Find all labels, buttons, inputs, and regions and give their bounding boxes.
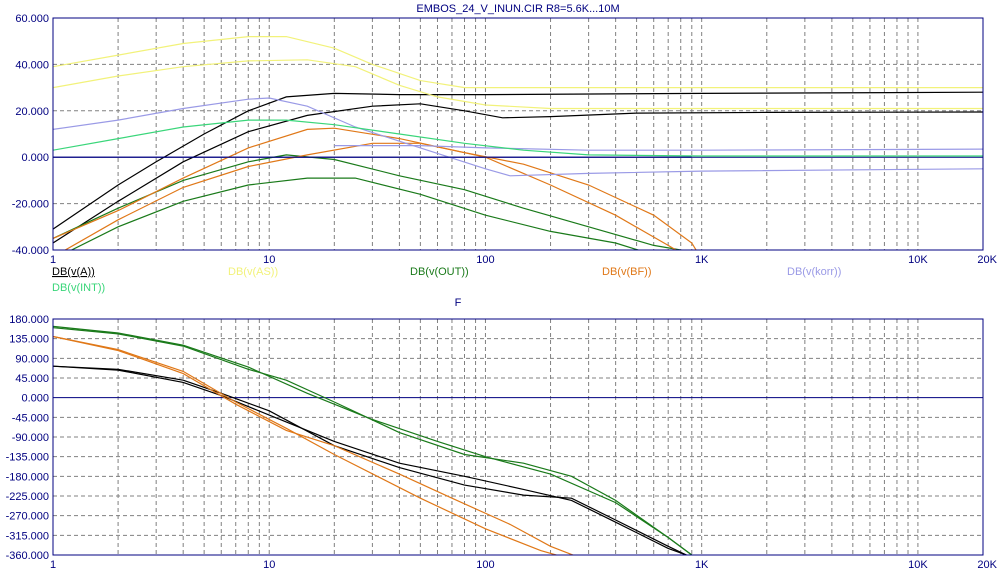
y-tick-label: -40.000 bbox=[12, 245, 49, 257]
db-v-bf--line bbox=[53, 127, 697, 250]
y-tick-label: 180.000 bbox=[9, 314, 49, 326]
legend-entry: DB(v(INT)) bbox=[52, 282, 105, 294]
series-line bbox=[334, 145, 983, 151]
series-line bbox=[53, 335, 559, 555]
phase-panel: 180.000 135.000 90.000 45.000 0.000 -45.000 -9… bbox=[6, 314, 998, 568]
x-tick-label: 1 bbox=[50, 559, 56, 568]
y-tick-label: -90.000 bbox=[12, 432, 49, 444]
x-tick-label: 10K bbox=[908, 559, 928, 568]
x-axis-label: F bbox=[455, 297, 462, 309]
series-line bbox=[53, 103, 983, 244]
series-line bbox=[53, 365, 687, 555]
x-tick-label: 10 bbox=[263, 254, 275, 266]
db-v-a--line bbox=[53, 91, 983, 230]
y-tick-label: 60.000 bbox=[15, 13, 49, 25]
legend: DB(v(A)) DB(v(AS)) DB(v(OUT)) DB(v(BF)) DB(v… bbox=[52, 266, 841, 294]
x-tick-label: 10 bbox=[263, 559, 275, 568]
y-tick-label: -360.000 bbox=[6, 550, 49, 562]
magnitude-plot-frame bbox=[52, 17, 984, 251]
y-tick-label: 0.000 bbox=[21, 152, 49, 164]
magnitude-series-group bbox=[53, 35, 983, 250]
y-tick-label: -45.000 bbox=[12, 412, 49, 424]
y-tick-label: 45.000 bbox=[15, 373, 49, 385]
series-line bbox=[53, 325, 693, 555]
legend-entry: DB(v(A)) bbox=[52, 266, 95, 278]
series-line bbox=[53, 335, 575, 555]
magnitude-panel: 60.000 40.000 20.000 0.000 -20.000 -40.000 1 1… bbox=[12, 13, 998, 266]
y-tick-label: -270.000 bbox=[6, 511, 49, 523]
phase-plot-frame bbox=[52, 318, 984, 556]
y-tick-label: 20.000 bbox=[15, 106, 49, 118]
y-tick-label: 135.000 bbox=[9, 334, 49, 346]
series-line bbox=[70, 177, 641, 250]
x-tick-label: 20K bbox=[977, 559, 997, 568]
series-line bbox=[53, 365, 687, 555]
x-tick-label: 1 bbox=[50, 254, 56, 266]
db-v-korr--line bbox=[53, 97, 983, 177]
db-v-as--line bbox=[53, 35, 983, 89]
y-tick-label: -225.000 bbox=[6, 491, 49, 503]
db-v-int--line bbox=[53, 119, 983, 157]
x-tick-label: 10K bbox=[908, 254, 928, 266]
series-line bbox=[64, 142, 678, 250]
x-tick-label: 20K bbox=[977, 254, 997, 266]
db-v-out--line bbox=[53, 154, 681, 250]
legend-entry: DB(v(korr)) bbox=[787, 266, 841, 278]
x-tick-label: 1K bbox=[695, 254, 709, 266]
phase-series-group bbox=[53, 325, 693, 555]
y-tick-label: 90.000 bbox=[15, 353, 49, 365]
legend-entry: DB(v(BF)) bbox=[602, 266, 652, 278]
y-tick-label: 0.000 bbox=[21, 393, 49, 405]
x-tick-label: 100 bbox=[476, 254, 494, 266]
y-tick-label: -20.000 bbox=[12, 199, 49, 211]
y-tick-label: 40.000 bbox=[15, 59, 49, 71]
x-tick-label: 1K bbox=[695, 559, 709, 568]
x-tick-label: 100 bbox=[476, 559, 494, 568]
legend-entry: DB(v(AS)) bbox=[228, 266, 278, 278]
chart-title: EMBOS_24_V_INUN.CIR R8=5.6K...10M bbox=[416, 3, 619, 15]
series-line bbox=[53, 327, 693, 555]
y-tick-label: -315.000 bbox=[6, 530, 49, 542]
legend-entry: DB(v(OUT)) bbox=[410, 266, 469, 278]
series-line bbox=[53, 59, 983, 110]
y-tick-label: -180.000 bbox=[6, 471, 49, 483]
y-tick-label: -135.000 bbox=[6, 452, 49, 464]
